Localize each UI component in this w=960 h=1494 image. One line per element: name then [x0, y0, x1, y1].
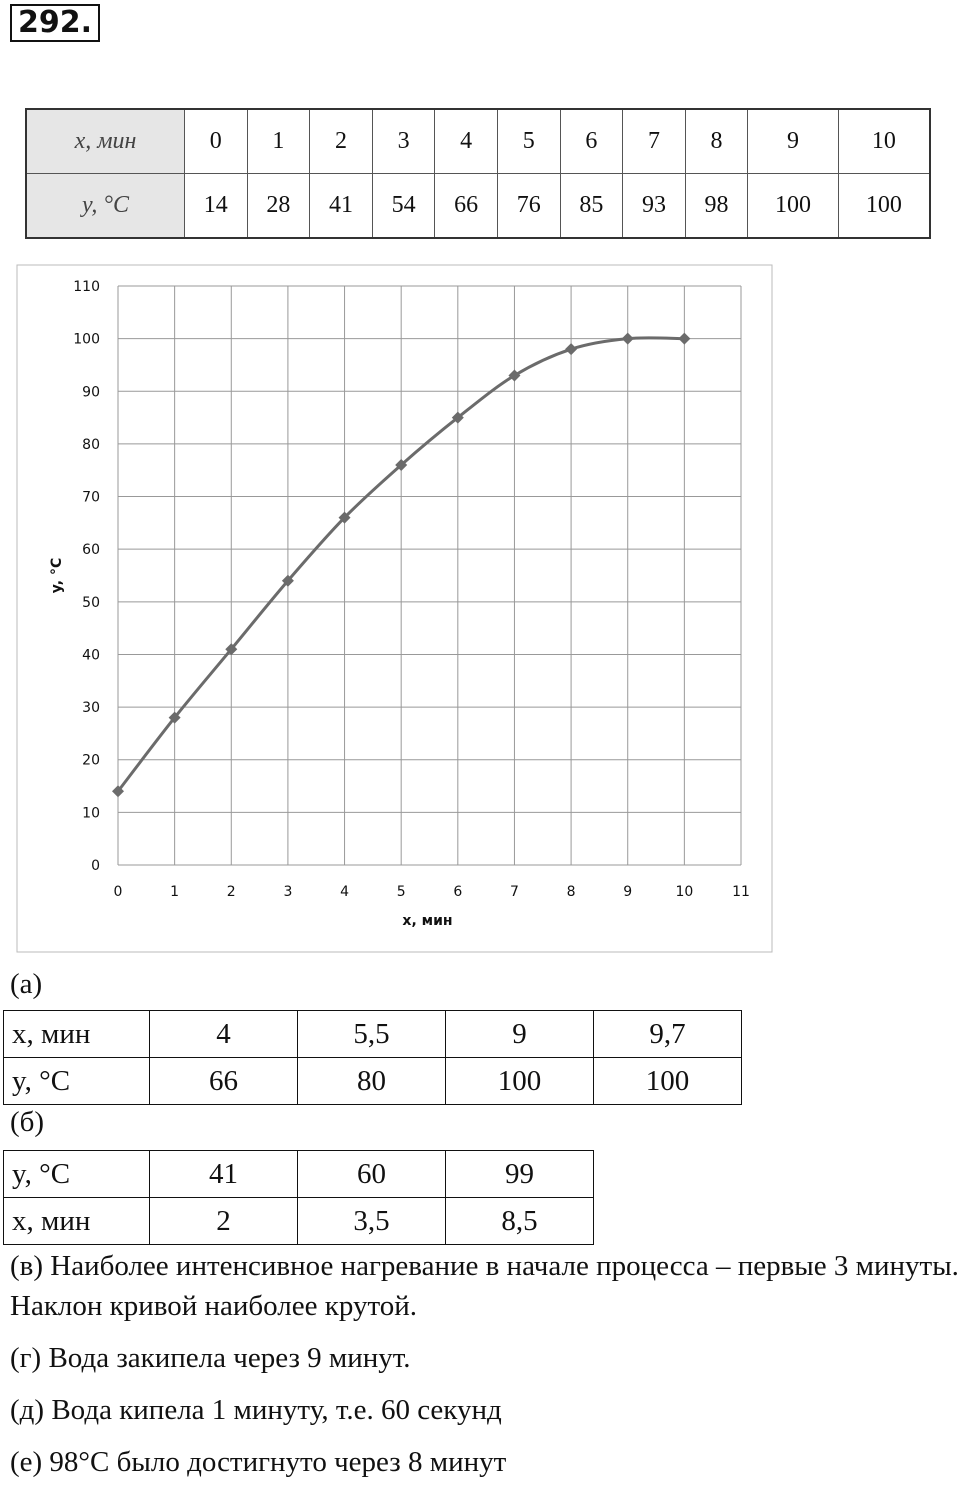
table-cell: 3	[371, 108, 436, 174]
table-cell: 5	[496, 108, 561, 174]
table-cell: 60	[297, 1150, 446, 1198]
x-tick-label: 6	[453, 884, 462, 900]
x-tick-label: 11	[732, 884, 750, 900]
table-cell: 76	[496, 173, 561, 239]
table-cell: 8,5	[445, 1197, 594, 1245]
answer-line: (г) Вода закипела через 9 минут.	[10, 1342, 411, 1374]
x-tick-label: 3	[283, 884, 292, 900]
table-cell: 7	[622, 108, 686, 174]
table-row: y, °C 14 28 41 54 66 76 85 93 98 100 100	[25, 173, 931, 239]
table-row: x, мин 0 1 2 3 4 5 6 7 8 9 10	[25, 108, 931, 174]
table-cell: 1	[246, 108, 311, 174]
table-cell: 2	[309, 108, 373, 174]
x-tick-label: 4	[340, 884, 349, 900]
table-cell: 100	[445, 1057, 594, 1105]
data-table: x, мин 0 1 2 3 4 5 6 7 8 9 10 y, °C 14 28 41 54 66 76 85 93 9…	[25, 108, 931, 239]
table-cell: 9	[445, 1010, 594, 1058]
data-point	[508, 369, 521, 382]
y-tick-label: 0	[91, 858, 100, 874]
table-cell: 14	[184, 173, 248, 239]
table-row: y, °C 66 80 100 100	[3, 1057, 742, 1105]
data-point	[621, 332, 634, 345]
x-tick-label: 5	[397, 884, 406, 900]
y-tick-label: 70	[82, 490, 100, 506]
table-cell: y, °C	[3, 1150, 150, 1198]
y-tick-label: 30	[82, 700, 100, 716]
table-cell: 10	[837, 108, 931, 174]
part-label: (а)	[10, 968, 43, 1000]
table-cell: 9,7	[593, 1010, 742, 1058]
data-point	[168, 711, 181, 724]
x-tick-label: 2	[227, 884, 236, 900]
answer-line: (е) 98°C было достигнуто через 8 минут	[10, 1446, 507, 1478]
answer-table: x, мин 4 5,5 9 9,7 y, °C 66 80 100 100	[3, 1010, 742, 1105]
data-point	[395, 458, 408, 471]
table-cell: 93	[622, 173, 686, 239]
y-tick-label: 80	[82, 437, 100, 453]
x-tick-label: 0	[114, 884, 123, 900]
answer-line: (д) Вода кипела 1 минуту, т.е. 60 секунд	[10, 1394, 502, 1426]
problem-number: 292.	[10, 4, 101, 42]
table-cell: x, мин	[3, 1010, 150, 1058]
table-cell: 8	[684, 108, 749, 174]
table-cell: x, мин	[25, 108, 185, 174]
x-tick-label: 10	[675, 884, 693, 900]
table-row: x, мин 4 5,5 9 9,7	[3, 1010, 742, 1058]
y-tick-label: 100	[73, 332, 100, 348]
table-cell: 28	[246, 173, 311, 239]
part-label: (б)	[10, 1106, 45, 1138]
data-point	[678, 332, 691, 345]
table-cell: 85	[559, 173, 624, 239]
table-cell: 100	[747, 173, 839, 239]
table-cell: 100	[837, 173, 931, 239]
table-cell: 41	[309, 173, 373, 239]
y-axis-label: y, °C	[49, 558, 65, 594]
x-tick-label: 7	[510, 884, 519, 900]
chart: 0 10 20 30 40 50 60 70 80 90 100 110 0 1 2 3 4 5 6 7 8 9 10 11 x…	[16, 264, 773, 953]
table-cell: 4	[149, 1010, 298, 1058]
table-cell: y, °C	[3, 1057, 150, 1105]
y-tick-label: 40	[82, 647, 100, 663]
data-point	[225, 643, 238, 656]
table-cell: 2	[149, 1197, 298, 1245]
data-point	[565, 343, 578, 356]
answer-line: (в) Наиболее интенсивное нагревание в на…	[10, 1250, 959, 1322]
y-tick-label: 50	[82, 595, 100, 611]
data-point	[112, 785, 124, 798]
table-cell: 98	[684, 173, 749, 239]
y-tick-label: 90	[82, 384, 100, 400]
table-cell: 5,5	[297, 1010, 446, 1058]
table-cell: y, °C	[25, 173, 185, 239]
table-cell: 66	[149, 1057, 298, 1105]
chart-frame	[16, 264, 773, 953]
table-cell: 9	[747, 108, 839, 174]
table-cell: 99	[445, 1150, 594, 1198]
table-row: x, мин 2 3,5 8,5	[3, 1197, 594, 1245]
y-tick-label: 110	[73, 279, 100, 295]
table-cell: 100	[593, 1057, 742, 1105]
table-row: y, °C 41 60 99	[3, 1150, 594, 1198]
table-cell: 6	[559, 108, 624, 174]
x-tick-label: 1	[170, 884, 179, 900]
data-point	[451, 411, 464, 424]
table-cell: 54	[371, 173, 436, 239]
table-cell: 80	[297, 1057, 446, 1105]
y-tick-label: 20	[82, 753, 100, 769]
table-cell: 3,5	[297, 1197, 446, 1245]
table-cell: x, мин	[3, 1197, 150, 1245]
data-point	[281, 574, 294, 587]
x-axis-label: x, мин	[402, 913, 452, 929]
answer-table: y, °C 41 60 99 x, мин 2 3,5 8,5	[3, 1150, 594, 1245]
y-tick-label: 60	[82, 542, 100, 558]
table-cell: 41	[149, 1150, 298, 1198]
x-tick-label: 9	[623, 884, 632, 900]
answers: (в) Наиболее интенсивное нагревание в на…	[10, 1246, 960, 1494]
table-cell: 0	[184, 108, 248, 174]
table-cell: 4	[434, 108, 498, 174]
x-tick-label: 8	[567, 884, 576, 900]
y-tick-label: 10	[82, 805, 100, 821]
table-cell: 66	[434, 173, 498, 239]
